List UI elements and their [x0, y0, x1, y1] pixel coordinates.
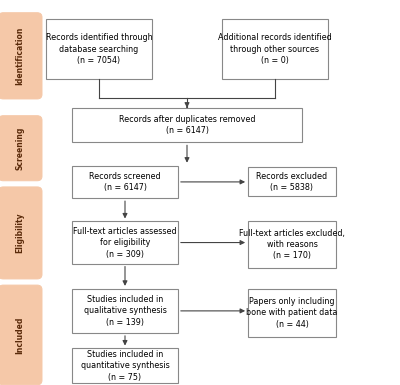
Text: Records identified through
database searching
(n = 7054): Records identified through database sear… [46, 33, 152, 65]
FancyBboxPatch shape [248, 289, 336, 337]
FancyBboxPatch shape [46, 19, 152, 79]
Text: Studies included in
qualitative synthesis
(n = 139): Studies included in qualitative synthesi… [84, 295, 166, 327]
Text: Included: Included [16, 316, 25, 354]
Text: Records after duplicates removed
(n = 6147): Records after duplicates removed (n = 61… [119, 115, 255, 136]
Text: Full-text articles assessed
for eligibility
(n = 309): Full-text articles assessed for eligibil… [73, 227, 177, 258]
Text: Studies included in
quantitative synthesis
(n = 75): Studies included in quantitative synthes… [81, 350, 169, 382]
FancyBboxPatch shape [72, 289, 178, 333]
FancyBboxPatch shape [72, 108, 302, 142]
FancyBboxPatch shape [0, 285, 42, 385]
Text: Additional records identified
through other sources
(n = 0): Additional records identified through ot… [218, 33, 332, 65]
Text: Eligibility: Eligibility [16, 213, 25, 253]
FancyBboxPatch shape [72, 221, 178, 264]
Text: Identification: Identification [16, 27, 25, 85]
Text: Screening: Screening [16, 127, 25, 170]
FancyBboxPatch shape [0, 13, 42, 99]
Text: Records screened
(n = 6147): Records screened (n = 6147) [89, 172, 161, 192]
Text: Records excluded
(n = 5838): Records excluded (n = 5838) [256, 172, 328, 192]
FancyBboxPatch shape [72, 166, 178, 198]
Text: Papers only including
bone with patient data
(n = 44): Papers only including bone with patient … [246, 297, 338, 329]
FancyBboxPatch shape [222, 19, 328, 79]
FancyBboxPatch shape [0, 187, 42, 279]
FancyBboxPatch shape [72, 348, 178, 383]
Text: Full-text articles excluded,
with reasons
(n = 170): Full-text articles excluded, with reason… [239, 229, 345, 260]
FancyBboxPatch shape [0, 116, 42, 181]
FancyBboxPatch shape [248, 221, 336, 268]
FancyBboxPatch shape [248, 167, 336, 196]
